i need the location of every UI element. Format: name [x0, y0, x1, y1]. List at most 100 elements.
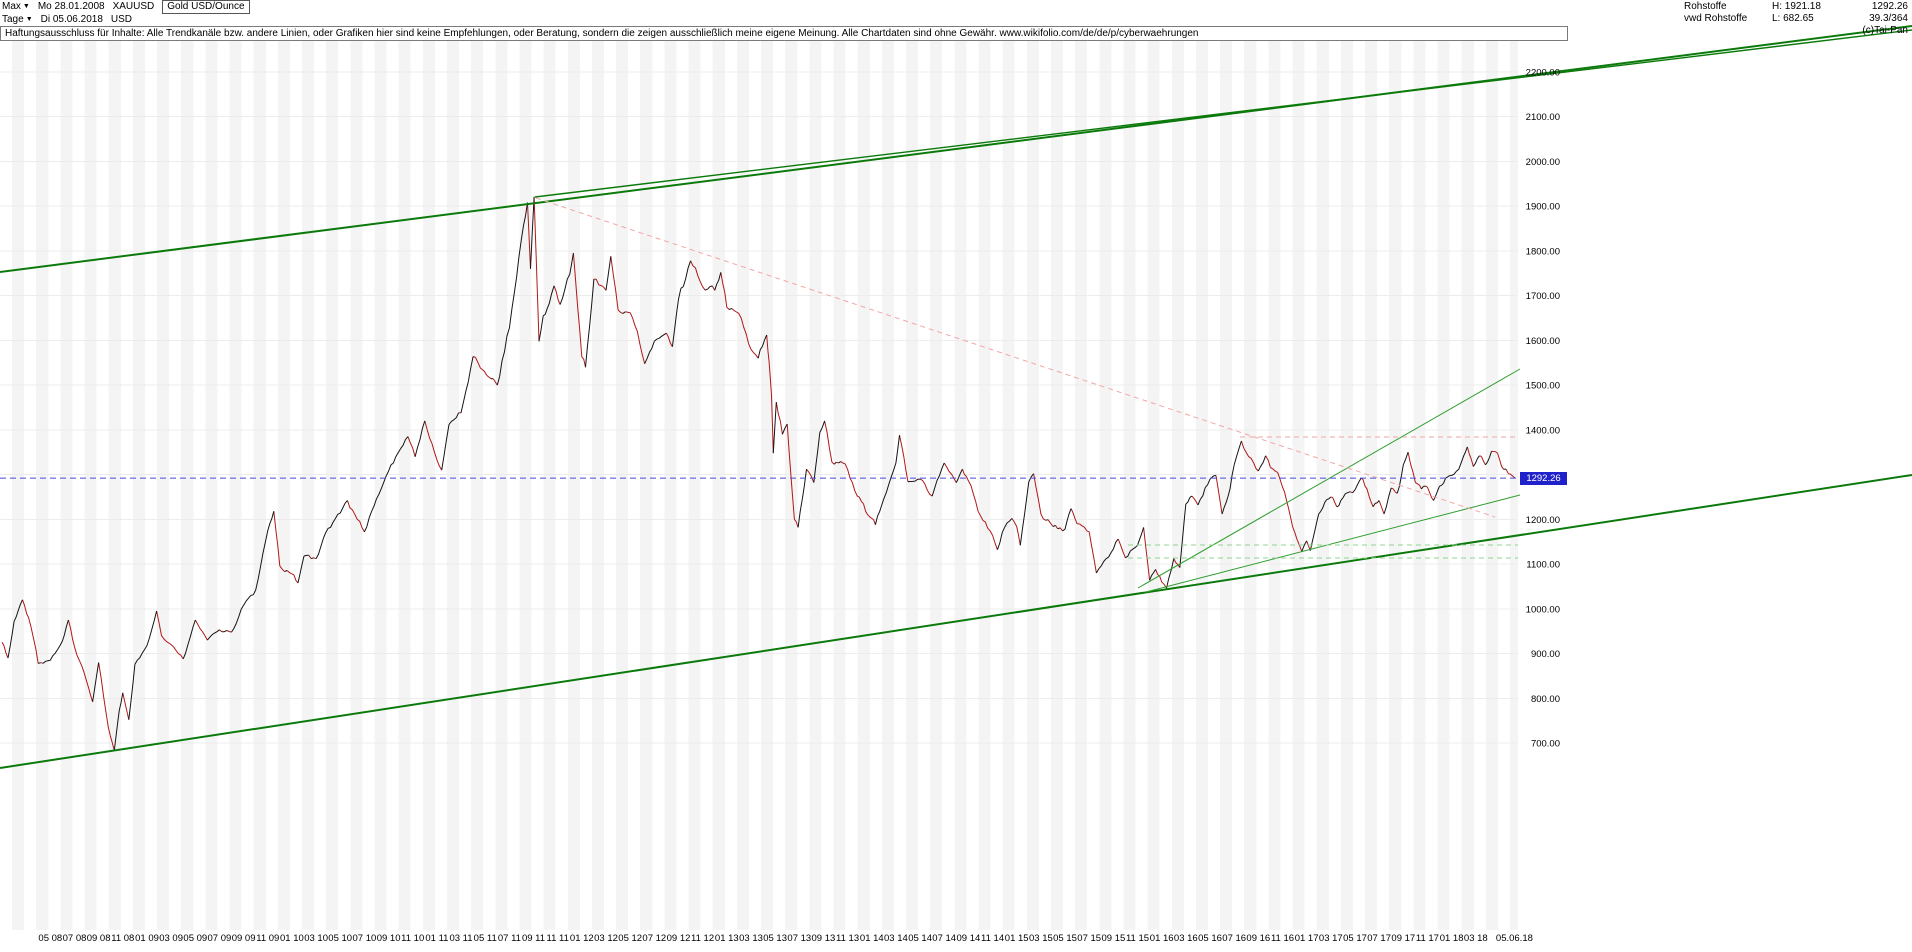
y-axis-label: 1800.00 [1526, 246, 1560, 257]
chart-start-date: Mo 28.01.2008 [37, 1, 105, 12]
y-axis-label: 1100.00 [1526, 560, 1560, 571]
x-axis: 05 08 07 08 09 08 11 08 01 09 03 09 05 09 07 09… [38, 933, 1532, 944]
high-value: H: 1921.18 [1772, 1, 1821, 12]
disclaimer-bar: Haftungsausschluss für Inhalte: Alle Tre… [0, 26, 1568, 41]
x-axis-label: 07 14 [932, 933, 956, 944]
x-axis-label: 03 10 [304, 933, 328, 944]
y-axis-label: 1700.00 [1526, 291, 1560, 302]
current-price-label: 1292.26 [1520, 472, 1567, 485]
feed-source-label: vwd Rohstoffe [1684, 13, 1748, 24]
x-axis-label: 09 16 [1246, 933, 1270, 944]
period-dropdown[interactable]: Tage ▼ [2, 13, 33, 26]
y-axis-label: 900.00 [1531, 649, 1560, 660]
x-axis-label: 07 12 [642, 933, 666, 944]
trend-line-peak-resistance [534, 29, 1912, 198]
x-axis-label: 09 08 [87, 933, 111, 944]
x-axis-label: 05 11 [474, 933, 497, 944]
x-axis-label: 03 18 [1464, 933, 1488, 944]
x-axis-label: 11 16 [1271, 933, 1294, 944]
x-axis-label: 03 14 [884, 933, 908, 944]
x-axis-label: 05 13 [763, 933, 787, 944]
x-axis-label: 07 10 [353, 933, 377, 944]
toolbar-row-1: Max ▼ Mo 28.01.2008 XAUUSD Gold USD/Ounc… [2, 0, 250, 14]
copyright-label: (c)Tai-Pan [1862, 25, 1908, 36]
x-axis-label: 05 08 [38, 933, 62, 944]
x-axis-label: 09 17 [1391, 933, 1415, 944]
x-axis-label: 09 14 [957, 933, 981, 944]
currency-label: USD [110, 14, 133, 25]
trend-channel-lower [0, 474, 1912, 769]
x-axis-label: 03 11 [449, 933, 472, 944]
y-axis-label: 2000.00 [1526, 157, 1560, 168]
gridlines [0, 71, 1518, 744]
x-axis-label: 09 11 [522, 933, 545, 944]
x-axis-label: 05 14 [908, 933, 932, 944]
quote-info-block: Rohstoffe H: 1921.18 1292.26 vwd Rohstof… [1684, 1, 1908, 37]
x-axis-label: 11 09 [256, 933, 279, 944]
y-axis-label: 1500.00 [1526, 381, 1560, 392]
y-axis-label: 800.00 [1531, 694, 1560, 705]
x-axis-label: 09 10 [377, 933, 401, 944]
x-axis-label: 03 09 [159, 933, 183, 944]
x-axis-label: 07 08 [63, 933, 87, 944]
x-axis-label: 11 11 [547, 933, 569, 944]
x-axis-label: 07 09 [208, 933, 232, 944]
instrument-name-box: Gold USD/Ounce [162, 0, 250, 14]
rising-support [1145, 494, 1521, 593]
x-axis-label: 05 16 [1198, 933, 1222, 944]
range-dropdown[interactable]: Max ▼ [2, 0, 30, 13]
downtrend-from-2011-peak [535, 197, 1496, 518]
low-value: L: 682.65 [1772, 13, 1814, 24]
price-series-up [7, 196, 1507, 751]
x-axis-label: 11 14 [981, 933, 1004, 944]
x-axis-label: 05 15 [1053, 933, 1077, 944]
price-series-down [1, 196, 1516, 751]
trend-channel-upper [0, 25, 1912, 273]
toolbar-row-2: Tage ▼ Di 05.06.2018 USD [2, 13, 250, 26]
x-axis-label: 05 09 [183, 933, 207, 944]
y-axis-label: 1400.00 [1526, 425, 1560, 436]
feed-label: Rohstoffe [1684, 1, 1727, 12]
x-axis-label: 01 09 [135, 933, 159, 944]
x-axis-label: 09 13 [812, 933, 836, 944]
chevron-down-icon: ▼ [22, 3, 30, 10]
x-axis-label: 07 17 [1367, 933, 1391, 944]
quote-info-row-2: vwd Rohstoffe L: 682.65 39.3/364 [1684, 13, 1908, 25]
x-axis-label: 09 09 [232, 933, 256, 944]
y-axis: 2200.00 2100.00 2000.00 1900.00 1800.00 1700.… [1526, 68, 1560, 750]
chevron-down-icon: ▼ [25, 16, 33, 23]
x-axis-label: 09 12 [667, 933, 691, 944]
y-axis-label: 1200.00 [1526, 515, 1560, 526]
x-axis-label: 07 15 [1077, 933, 1101, 944]
x-axis-label: 01 14 [860, 933, 884, 944]
x-axis-label: 01 12 [570, 933, 594, 944]
x-axis-label: 07 16 [1222, 933, 1246, 944]
x-axis-label: 01 17 [1295, 933, 1319, 944]
y-axis-label: 2100.00 [1526, 112, 1560, 123]
x-axis-label: 09 15 [1102, 933, 1126, 944]
ratio-value: 39.3/364 [1869, 13, 1908, 24]
x-axis-label: 05 12 [618, 933, 642, 944]
x-axis-label: 05.06.18 [1496, 933, 1533, 944]
x-axis-label: 05 10 [328, 933, 352, 944]
x-axis-label: 01 15 [1005, 933, 1029, 944]
x-axis-label: 05 17 [1343, 933, 1367, 944]
x-axis-label: 11 15 [1126, 933, 1149, 944]
x-axis-label: 03 13 [739, 933, 763, 944]
y-axis-label: 1600.00 [1526, 336, 1560, 347]
x-axis-label: 01 18 [1440, 933, 1464, 944]
x-axis-label: 11 17 [1416, 933, 1439, 944]
x-axis-label: 11 13 [836, 933, 859, 944]
x-axis-label: 03 16 [1174, 933, 1198, 944]
plot-background [0, 40, 1518, 930]
x-axis-label: 07 11 [498, 933, 521, 944]
quote-info-row-1: Rohstoffe H: 1921.18 1292.26 [1684, 1, 1908, 13]
x-axis-label: 03 12 [594, 933, 618, 944]
rising-wedge-upper [1137, 368, 1521, 589]
y-axis-label: 2200.00 [1526, 68, 1560, 79]
range-dropdown-label: Max [2, 1, 21, 12]
x-axis-label: 11 08 [111, 933, 134, 944]
y-axis-label: 700.00 [1531, 739, 1560, 750]
